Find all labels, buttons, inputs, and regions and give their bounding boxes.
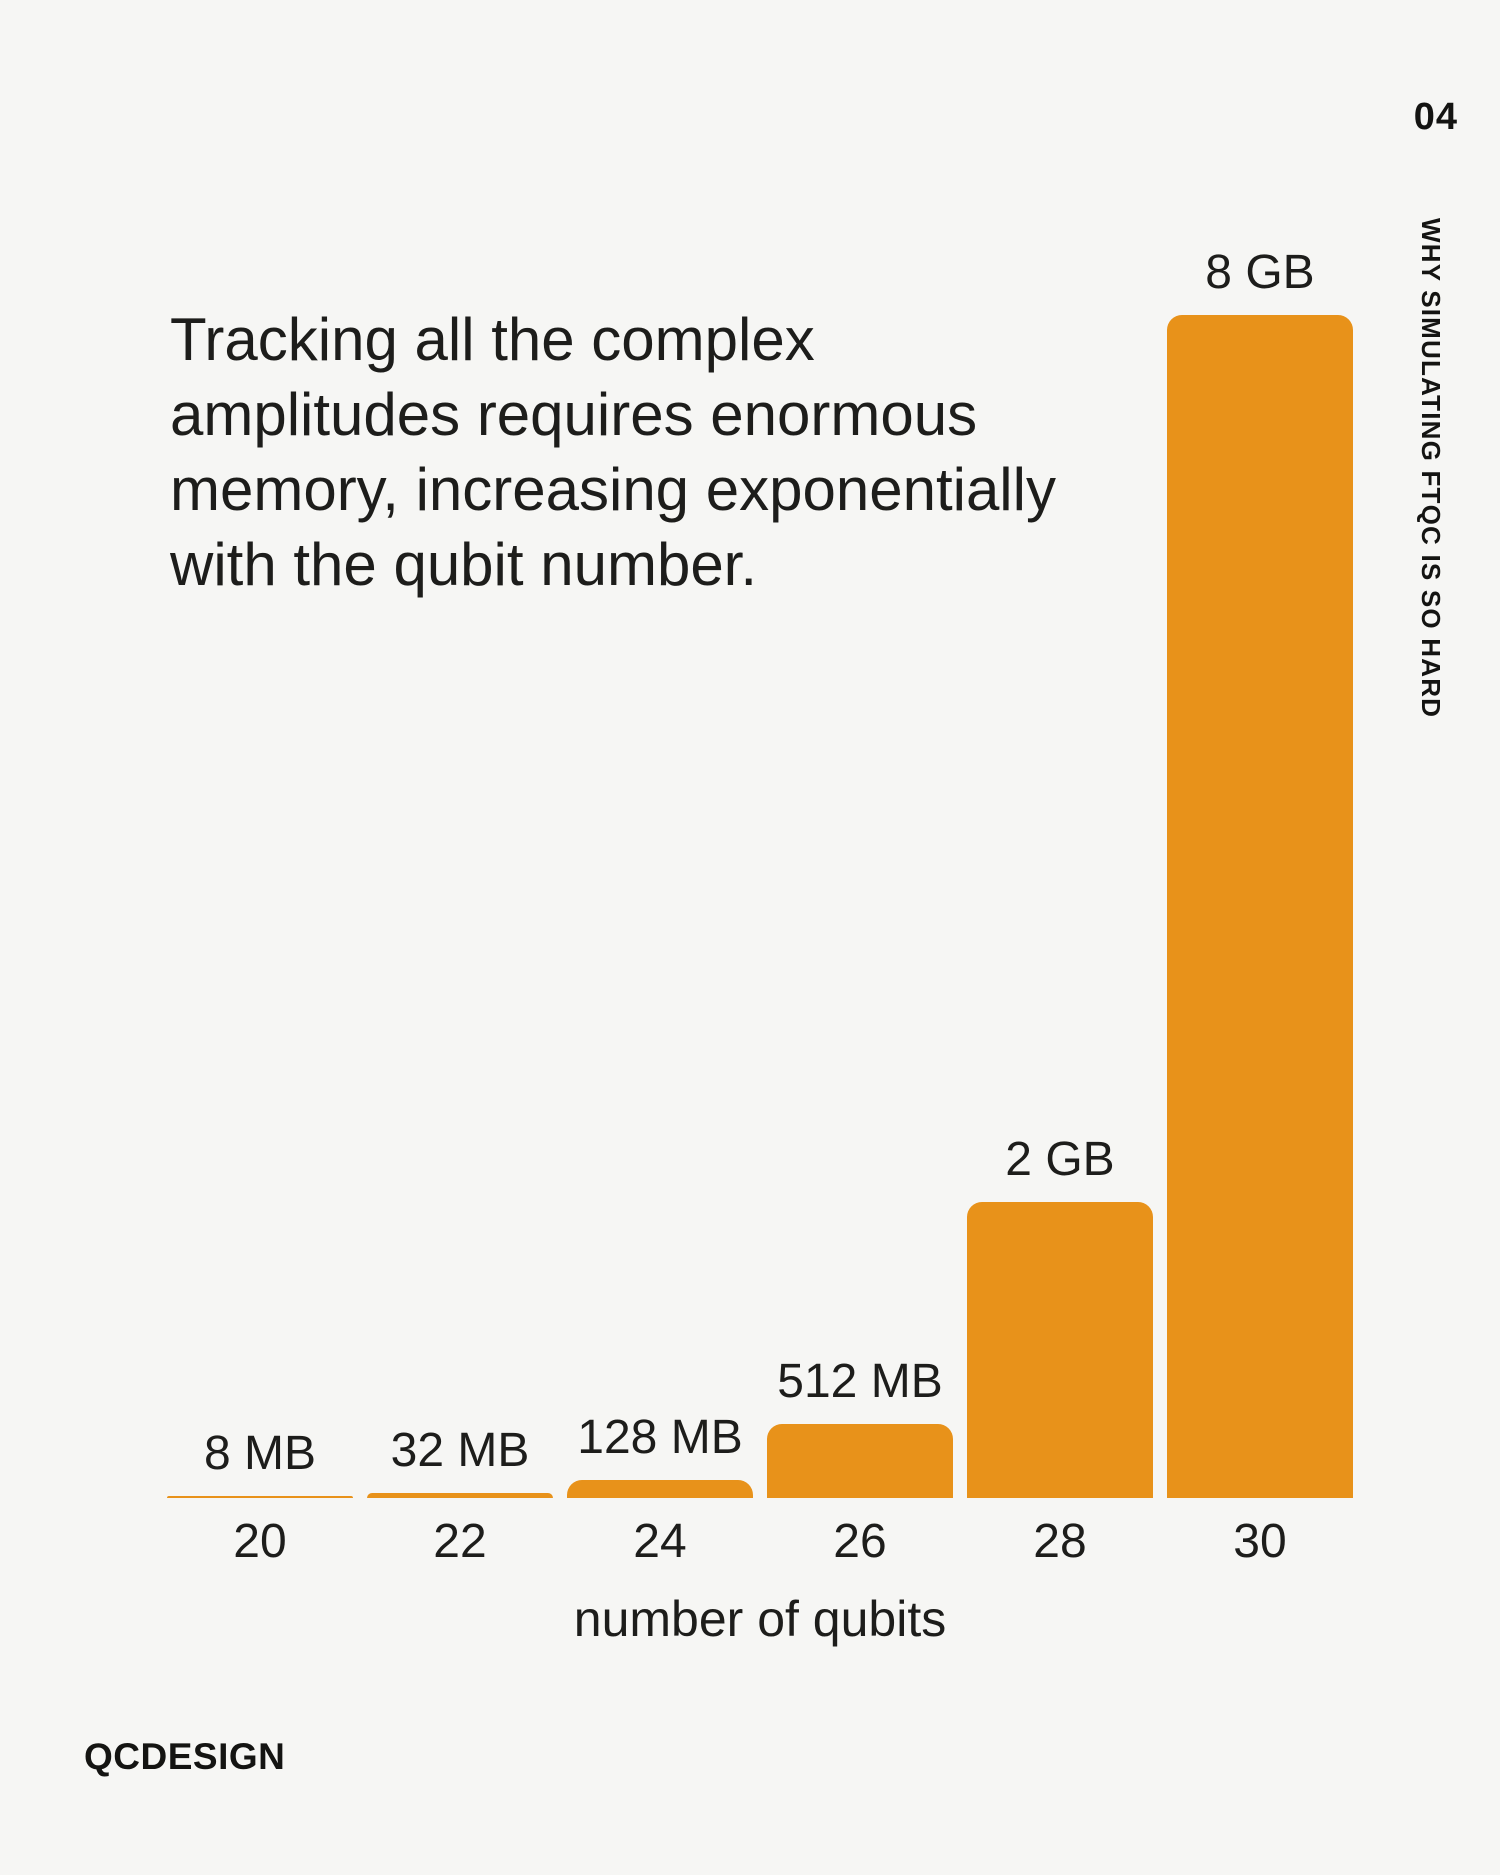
bar-value-label: 32 MB [390, 1424, 530, 1478]
bar-26-qubits: 512 MB [767, 1358, 953, 1498]
brand-logo: QCDESIGN [84, 1736, 286, 1777]
bar-28-qubits: 2 GB [967, 1136, 1153, 1498]
x-tick-label: 22 [433, 1515, 487, 1568]
bar-value-label: 8 GB [1205, 246, 1315, 299]
x-tick-label: 30 [1233, 1515, 1287, 1568]
x-tick-label: 26 [833, 1515, 887, 1568]
bar-value-label: 128 MB [577, 1410, 743, 1464]
x-axis-title: number of qubits [573, 1591, 947, 1647]
bar-value-label: 8 MB [203, 1427, 317, 1481]
x-axis-tick-row: 20 22 24 26 28 30 [167, 1515, 1353, 1569]
page-number: 04 [1413, 96, 1458, 138]
bar-24-qubits: 128 MB [567, 1413, 753, 1498]
bar-30-qubits: 8 GB [1167, 249, 1353, 1498]
side-label-vertical: WHY SIMULATING FTQC IS SO HARD [1416, 218, 1446, 719]
bar-value-label: 512 MB [777, 1355, 943, 1409]
bar-chart: 8 MB 32 MB 128 MB 512 MB 2 GB 8 GB [167, 249, 1353, 1498]
description-text: Tracking all the complex amplitudes requ… [170, 306, 1056, 598]
bar-value-label: 2 GB [1005, 1133, 1115, 1187]
x-tick-label: 24 [633, 1515, 687, 1568]
x-tick-label: 28 [1033, 1515, 1087, 1568]
x-tick-label: 20 [233, 1515, 287, 1568]
bar-22-qubits: 32 MB [367, 1427, 553, 1498]
bar-20-qubits: 8 MB [167, 1430, 353, 1498]
